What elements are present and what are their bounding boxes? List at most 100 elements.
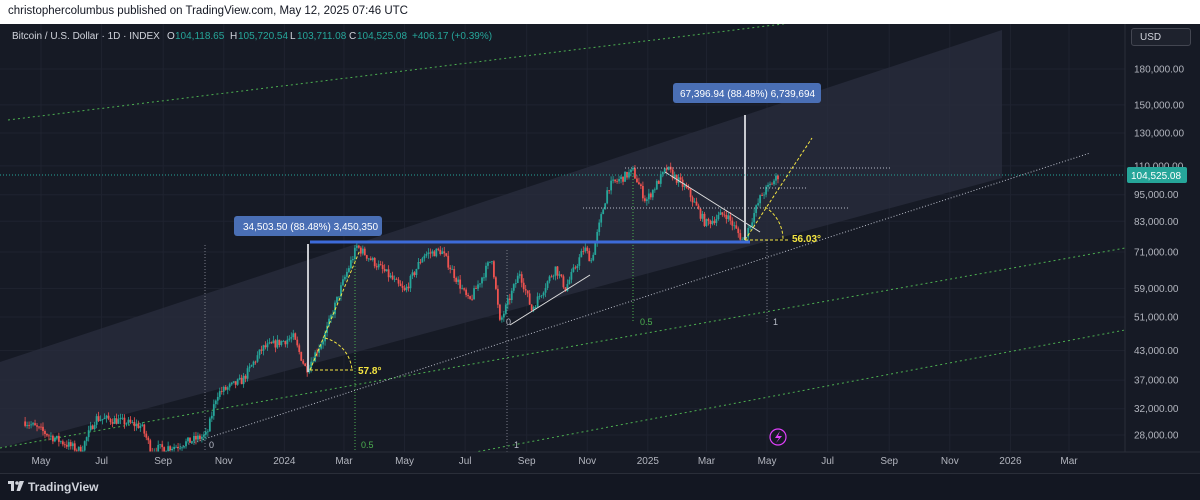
candle-body — [312, 361, 315, 363]
candle-body — [26, 425, 28, 426]
candle-body — [242, 375, 245, 385]
candle-body — [508, 298, 511, 300]
candle-body — [302, 360, 305, 364]
candle-body — [191, 441, 193, 443]
candle-body — [502, 313, 505, 318]
candle-body — [638, 182, 640, 185]
candle-body — [169, 446, 172, 451]
channel-upper-line — [7, 24, 787, 121]
candle-body — [659, 174, 662, 184]
candle-body — [697, 205, 700, 209]
candle-body — [689, 189, 692, 198]
candle-body — [77, 446, 80, 451]
candle-body — [320, 344, 322, 349]
candle-body — [189, 437, 191, 443]
currency-button[interactable]: USD — [1131, 28, 1191, 46]
time-axis-label: May — [758, 456, 777, 467]
candle-body — [485, 265, 487, 278]
candle-body — [197, 435, 199, 440]
candle-body — [175, 446, 177, 448]
candle-body — [330, 315, 332, 319]
candle-body — [747, 227, 750, 238]
candle-body — [757, 203, 760, 206]
candle-body — [348, 268, 350, 272]
candle-body — [461, 288, 464, 290]
candle-body — [733, 225, 736, 227]
candle-body — [459, 279, 462, 289]
candle-body — [296, 339, 299, 346]
price-chart[interactable]: 34,503.50 (88.48%) 3,450,350 67,396.94 (… — [0, 24, 1200, 474]
candle-body — [119, 417, 122, 420]
candle-body — [228, 384, 231, 388]
time-axis-label: May — [395, 456, 414, 467]
candle-body — [375, 266, 378, 268]
time-axis-label: Sep — [154, 456, 172, 467]
candle-body — [367, 258, 370, 260]
candle-body — [594, 242, 597, 255]
candle-body — [632, 168, 634, 170]
time-axis-labels[interactable]: May Jul Sep Nov 2024 Mar May Jul Sep Nov 2025 Mar Ma… — [32, 456, 1079, 467]
candle-body — [707, 219, 710, 221]
time-axis-label: Sep — [880, 456, 898, 467]
candle-body — [355, 245, 358, 248]
candle-body — [427, 252, 430, 255]
price-axis-labels: 180,000.00 150,000.00 130,000.00 110,000.00… — [1134, 65, 1184, 442]
candle-body — [113, 418, 116, 424]
current-price-text: 104,525.08 — [1131, 171, 1181, 182]
candle-body — [30, 424, 32, 426]
candle-body — [346, 271, 348, 277]
time-axis-label: Nov — [215, 456, 233, 467]
candle-body — [524, 289, 527, 291]
candle-body — [208, 418, 211, 432]
trend-channel — [0, 30, 1002, 448]
candle-body — [123, 417, 126, 425]
candle-body — [665, 168, 668, 170]
candle-body — [548, 276, 551, 282]
price-axis-panel[interactable] — [1125, 24, 1200, 452]
candle-body — [755, 205, 758, 214]
candle-body — [260, 349, 263, 351]
candle-body — [328, 318, 330, 326]
candle-body — [407, 286, 410, 289]
candle-body — [38, 426, 40, 428]
candle-body — [282, 341, 285, 342]
candle-body — [465, 289, 468, 295]
time-axis-label: Mar — [335, 456, 353, 467]
current-price-tag: 104,525.08 — [1127, 167, 1187, 183]
candle-body — [248, 366, 251, 369]
candle-body — [294, 333, 297, 340]
price-axis-label: 59,000.00 — [1134, 284, 1179, 295]
candle-body — [71, 443, 74, 447]
fib-label-1-b: 1 — [773, 317, 778, 327]
candle-body — [520, 274, 523, 283]
fib-angle-line-1 — [309, 249, 361, 371]
candle-body — [504, 304, 507, 314]
candle-body — [391, 275, 394, 280]
candle-body — [42, 426, 44, 432]
candle-body — [608, 190, 611, 192]
candle-body — [516, 275, 519, 284]
candle-body — [103, 417, 106, 419]
candle-body — [725, 214, 728, 220]
candle-body — [141, 424, 144, 426]
candle-body — [683, 185, 686, 187]
candle-body — [616, 181, 618, 183]
fib-angle-line-2 — [744, 137, 813, 241]
candle-body — [417, 262, 420, 269]
candle-body — [753, 213, 756, 223]
candle-body — [286, 339, 289, 345]
candle-body — [55, 435, 58, 439]
candle-body — [369, 258, 372, 261]
time-axis-label: 2025 — [637, 456, 660, 467]
candle-body — [496, 288, 499, 305]
candle-body — [540, 295, 543, 297]
time-axis-label: 2024 — [273, 456, 296, 467]
fib-arc-1 — [324, 337, 353, 371]
candle-body — [566, 284, 569, 292]
candle-body — [165, 450, 168, 452]
candle-body — [532, 307, 535, 311]
candle-body — [622, 176, 624, 182]
candle-body — [439, 249, 442, 255]
candle-body — [628, 172, 630, 178]
lightning-icon[interactable] — [769, 428, 787, 446]
